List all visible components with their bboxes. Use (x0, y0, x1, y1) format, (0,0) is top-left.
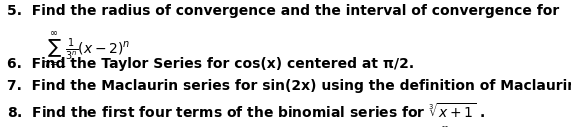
Text: 6.  Find the Taylor Series for cos(x) centered at π/2.: 6. Find the Taylor Series for cos(x) cen… (7, 57, 414, 70)
Text: 5.  Find the radius of convergence and the interval of convergence for: 5. Find the radius of convergence and th… (7, 4, 559, 18)
Text: 9.  Find $\int x^9 \cdot e^x dx$ as a power series.  (You can use $e^x = \sum_{n: 9. Find $\int x^9 \cdot e^x dx$ as a pow… (7, 126, 488, 127)
Text: 8.  Find the first four terms of the binomial series for $\sqrt[3]{x+1}$ .: 8. Find the first four terms of the bino… (7, 102, 485, 121)
Text: 7.  Find the Maclaurin series for sin(2x) using the definition of Maclaurin Seri: 7. Find the Maclaurin series for sin(2x)… (7, 79, 571, 93)
Text: $\sum_{n=1}^{\infty}\frac{1}{3^n}(x-2)^n$: $\sum_{n=1}^{\infty}\frac{1}{3^n}(x-2)^n… (41, 30, 131, 70)
